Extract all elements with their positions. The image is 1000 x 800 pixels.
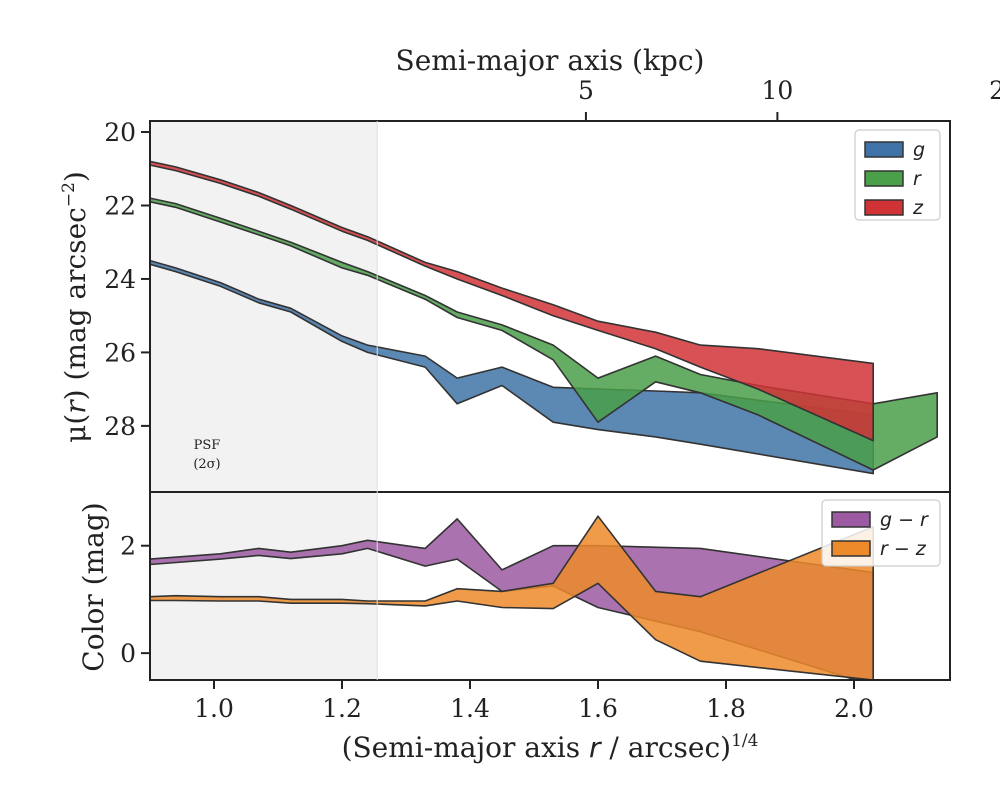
xlabel-exponent: 1/4 [731, 731, 758, 751]
x-tick-label: 1.8 [706, 694, 746, 723]
legend-swatch-r_z [831, 540, 871, 557]
xlabel-r: r [589, 731, 602, 764]
legend-label-r: r [913, 168, 922, 190]
top-x-tick-label: 20 [989, 76, 1000, 105]
band-g_r [150, 518, 874, 680]
ylabel-exponent: −2 [59, 182, 79, 207]
top-axis-title: Semi-major axis (kpc) [396, 44, 705, 77]
psf-sigma-label: (2σ) [193, 457, 220, 472]
x-tick-label: 1.6 [578, 694, 618, 723]
x-tick-label: 1.4 [450, 694, 490, 723]
x-tick-label: 1.0 [194, 694, 234, 723]
ylabel-r: r [59, 399, 92, 414]
bottom-panel-frame [149, 491, 951, 681]
x-tick-label: 1.2 [322, 694, 362, 723]
legend-label-g_r: g − r [880, 509, 929, 531]
legend-label-z: z [912, 197, 924, 219]
y-tick-label: 20 [104, 118, 136, 147]
legend-swatch-r [864, 170, 904, 187]
legend-label-r_z: r − z [880, 538, 927, 560]
y-tick-label: 0 [120, 639, 136, 668]
legend-swatch-z [864, 199, 904, 216]
y-tick-label: 26 [104, 338, 136, 367]
band-r_z [150, 515, 874, 680]
y-tick-label: 2 [120, 532, 136, 561]
top-x-axis-kpc: 51020305075100 [578, 76, 1000, 121]
ylabel-mu: μ( [59, 414, 92, 443]
xlabel-unit: / arcsec) [601, 731, 732, 764]
band-z [150, 160, 874, 442]
y-axis-bottom: 02 [120, 532, 150, 668]
y-tick-label: 22 [104, 191, 136, 220]
psf-region-top [150, 121, 378, 492]
xlabel-prefix: (Semi-major axis [342, 731, 589, 764]
color-bands [150, 515, 874, 680]
top-x-tick-label: 10 [761, 76, 793, 105]
y-tick-label: 28 [104, 412, 136, 441]
legend-swatch-g [864, 141, 904, 158]
ylabel-close: ) [59, 171, 92, 182]
legend-bands: grz [854, 129, 941, 221]
y-tick-label: 24 [104, 265, 136, 294]
legend-swatch-g_r [831, 511, 871, 528]
ylabel-units: ) (mag arcsec [59, 207, 92, 400]
color-panel: 02 1.0 1.2 1.4 1.6 1.8 2.0 g − rr − z Color (… [77, 491, 951, 764]
x-axis-title: (Semi-major axis r / arcsec)1/4 [342, 731, 759, 764]
psf-region-bottom [150, 492, 378, 680]
legend-label-g: g [913, 139, 925, 161]
surface-brightness-bands [150, 160, 938, 475]
y-axis-title-color: Color (mag) [77, 502, 110, 671]
psf-label: PSF [194, 438, 221, 453]
legend-colors: g − r r − z [821, 499, 941, 567]
x-tick-label: 2.0 [834, 694, 874, 723]
top-x-tick-label: 5 [578, 76, 594, 105]
x-axis-bottom: 1.0 1.2 1.4 1.6 1.8 2.0 [194, 680, 874, 723]
y-axis-title-surface-brightness: μ(r) (mag arcsec−2) [59, 171, 92, 443]
y-axis-top: 20 22 24 26 28 [104, 118, 150, 441]
band-g [150, 259, 874, 475]
band-r [150, 197, 938, 471]
